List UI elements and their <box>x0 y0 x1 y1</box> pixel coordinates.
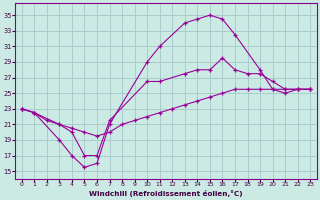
X-axis label: Windchill (Refroidissement éolien,°C): Windchill (Refroidissement éolien,°C) <box>89 190 243 197</box>
